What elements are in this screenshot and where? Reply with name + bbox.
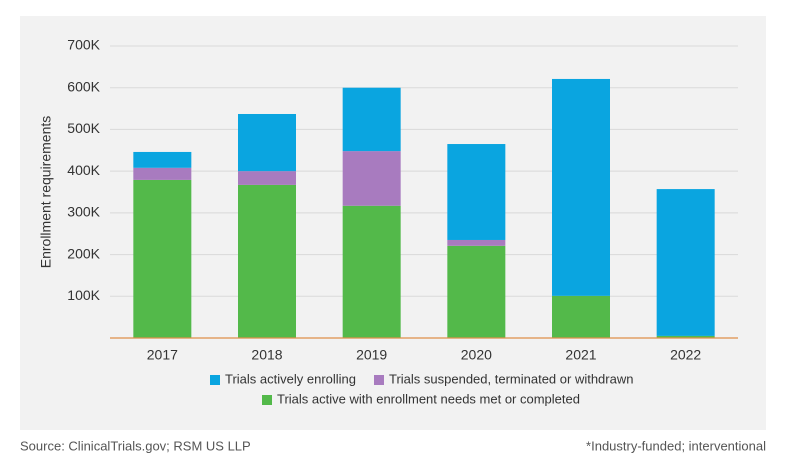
source: Source: ClinicalTrials.gov; RSM US LLP xyxy=(20,438,251,453)
legend-label: Trials suspended, terminated or withdraw… xyxy=(389,371,633,386)
bar-segment xyxy=(552,295,610,338)
legend-swatch xyxy=(262,395,272,405)
bar-segment xyxy=(447,245,506,338)
y-tick-label: 100K xyxy=(67,287,100,303)
bar-segment xyxy=(552,78,610,296)
bar-segment xyxy=(656,335,715,338)
y-tick-label: 200K xyxy=(67,245,100,261)
bar-segment xyxy=(238,171,296,185)
legend-swatch xyxy=(210,375,220,385)
x-tick-label: 2022 xyxy=(670,347,701,363)
x-tick-label: 2017 xyxy=(147,347,178,363)
bar-segment xyxy=(656,189,715,336)
y-tick-label: 400K xyxy=(67,162,100,178)
legend-label: Trials active with enrollment needs met … xyxy=(277,391,580,406)
x-tick-label: 2018 xyxy=(251,347,282,363)
bar-segment xyxy=(238,113,296,172)
bar-segment xyxy=(133,151,192,168)
y-tick-label: 300K xyxy=(67,204,100,220)
x-tick-label: 2019 xyxy=(356,347,387,363)
bar-segment xyxy=(133,167,192,180)
bar-segment xyxy=(133,179,192,338)
bar-segment xyxy=(238,184,296,338)
bar-segment xyxy=(447,144,506,240)
bar-segment xyxy=(342,87,401,152)
bar-segment xyxy=(342,205,401,338)
y-axis-label: Enrollment requirements xyxy=(38,116,54,269)
y-tick-label: 700K xyxy=(67,37,100,53)
x-tick-label: 2020 xyxy=(461,347,492,363)
legend-label: Trials actively enrolling xyxy=(225,371,356,386)
x-tick-label: 2021 xyxy=(565,347,596,363)
bar-segment xyxy=(342,151,401,206)
bar-segment xyxy=(447,239,506,246)
y-tick-label: 600K xyxy=(67,78,100,94)
y-tick-label: 500K xyxy=(67,120,100,136)
note: *Industry-funded; interventional xyxy=(586,438,766,453)
legend-swatch xyxy=(374,375,384,385)
